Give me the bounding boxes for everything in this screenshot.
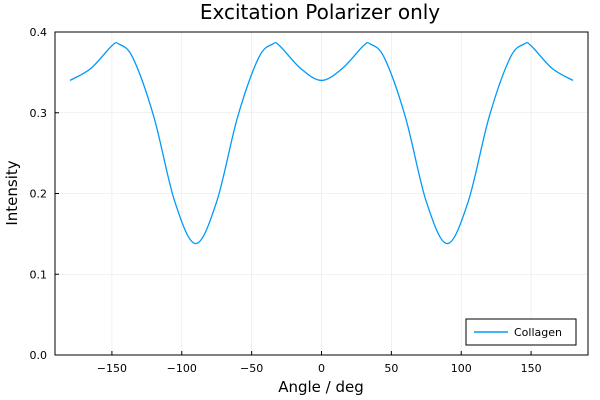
y-axis-title: Intensity (3, 160, 21, 225)
y-tick-label: 0.1 (30, 268, 48, 281)
y-tick-label: 0.3 (30, 107, 48, 120)
x-tick-label: −150 (97, 362, 127, 375)
x-tick-label: 150 (521, 362, 542, 375)
legend: Collagen (465, 318, 577, 346)
y-tick-label: 0.0 (30, 349, 48, 362)
ticks: −150 −100 −50 0 50 100 150 0.0 0.1 0.2 0.3 0.4 (30, 26, 542, 375)
x-tick-label: −100 (167, 362, 197, 375)
series-line-collagen (69, 41, 574, 245)
y-tick-label: 0.2 (30, 188, 48, 201)
x-tick-label: 50 (384, 362, 398, 375)
y-tick-label: 0.4 (30, 26, 48, 39)
x-tick-label: 100 (451, 362, 472, 375)
chart-title: Excitation Polarizer only (200, 0, 440, 24)
x-tick-label: −50 (240, 362, 263, 375)
x-axis-title: Angle / deg (278, 378, 364, 396)
series-layer (69, 41, 574, 245)
x-tick-label: 0 (318, 362, 325, 375)
legend-label-collagen: Collagen (514, 326, 562, 339)
